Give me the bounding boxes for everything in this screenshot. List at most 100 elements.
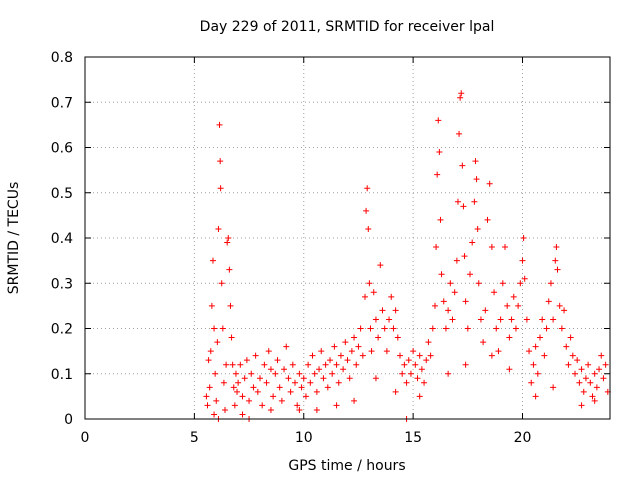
data-point	[504, 302, 511, 309]
data-point	[289, 361, 296, 368]
data-point	[217, 185, 224, 192]
data-point	[589, 393, 596, 400]
data-point	[587, 379, 594, 386]
data-point	[252, 352, 259, 359]
x-axis-label: GPS time / hours	[288, 458, 405, 474]
x-tick-label: 20	[514, 430, 532, 446]
data-point	[453, 257, 460, 264]
data-point	[552, 257, 559, 264]
data-point	[254, 388, 261, 395]
data-point	[462, 361, 469, 368]
data-point	[386, 316, 393, 323]
data-point	[219, 325, 226, 332]
data-point	[418, 366, 425, 373]
data-point	[355, 343, 362, 350]
data-point	[337, 352, 344, 359]
data-point	[239, 393, 246, 400]
data-point	[344, 357, 351, 364]
data-point	[363, 207, 370, 214]
data-point	[364, 185, 371, 192]
data-point	[324, 384, 331, 391]
tick-labels: 0 0.1 0.2 0.3 0.4 0.5 0.6 0.7 0.8 0 5 10 15 20	[51, 50, 532, 446]
data-point	[520, 235, 527, 241]
data-point	[348, 348, 355, 355]
data-point	[399, 370, 406, 377]
data-point	[537, 334, 543, 341]
data-point	[563, 343, 570, 350]
data-point	[454, 198, 461, 205]
data-point	[212, 370, 219, 377]
data-point	[508, 316, 515, 323]
data-point	[359, 352, 366, 359]
data-point	[423, 357, 430, 364]
data-point	[318, 348, 325, 355]
data-point	[434, 171, 441, 178]
data-point	[493, 325, 500, 332]
data-point	[246, 397, 253, 404]
data-point	[241, 375, 248, 382]
data-point	[569, 352, 576, 359]
data-point	[204, 402, 211, 409]
data-point	[445, 370, 452, 377]
x-tick-label: 5	[190, 430, 199, 446]
data-point	[222, 406, 228, 413]
data-point	[539, 316, 546, 323]
data-point	[519, 257, 526, 264]
data-point	[530, 361, 537, 368]
data-point	[407, 370, 414, 377]
data-point	[243, 357, 250, 364]
data-point	[211, 325, 218, 332]
data-point	[425, 339, 432, 346]
data-point	[456, 130, 463, 137]
data-point	[333, 402, 340, 409]
data-point	[229, 361, 236, 368]
data-point	[442, 325, 449, 332]
data-point	[403, 379, 410, 386]
y-tick-label: 0.1	[51, 367, 73, 383]
data-point	[506, 334, 513, 341]
data-point	[553, 244, 560, 251]
data-point	[543, 325, 550, 332]
data-point	[377, 262, 384, 269]
data-point	[491, 289, 498, 296]
data-point	[329, 370, 336, 377]
data-point	[574, 357, 581, 364]
data-point	[475, 280, 482, 287]
data-point	[296, 406, 303, 413]
data-point	[335, 379, 342, 386]
data-point	[272, 370, 279, 377]
data-point	[215, 225, 222, 232]
data-point	[506, 366, 513, 373]
data-point	[296, 370, 303, 377]
data-point	[370, 289, 377, 296]
data-point	[239, 411, 246, 418]
data-point	[209, 257, 216, 264]
data-point	[225, 235, 232, 241]
data-point	[486, 180, 493, 187]
data-point	[567, 334, 574, 341]
data-point	[412, 361, 419, 368]
data-point	[320, 375, 327, 382]
data-point	[267, 406, 274, 413]
axis-ticks	[84, 56, 610, 420]
data-point	[206, 384, 213, 391]
data-point	[351, 397, 358, 404]
data-point	[488, 244, 495, 251]
data-point	[392, 388, 399, 395]
data-point	[353, 361, 360, 368]
data-point	[276, 384, 283, 391]
data-point	[226, 266, 233, 273]
data-point	[287, 388, 294, 395]
data-point	[578, 366, 585, 373]
data-point	[220, 379, 227, 386]
data-point	[510, 293, 517, 300]
data-point	[405, 357, 412, 364]
data-point	[472, 158, 479, 165]
data-point	[327, 357, 333, 364]
data-point	[257, 375, 263, 382]
data-point	[416, 393, 423, 400]
data-point	[541, 352, 548, 359]
data-point	[458, 90, 465, 97]
data-point	[469, 239, 476, 246]
data-point	[429, 325, 436, 332]
